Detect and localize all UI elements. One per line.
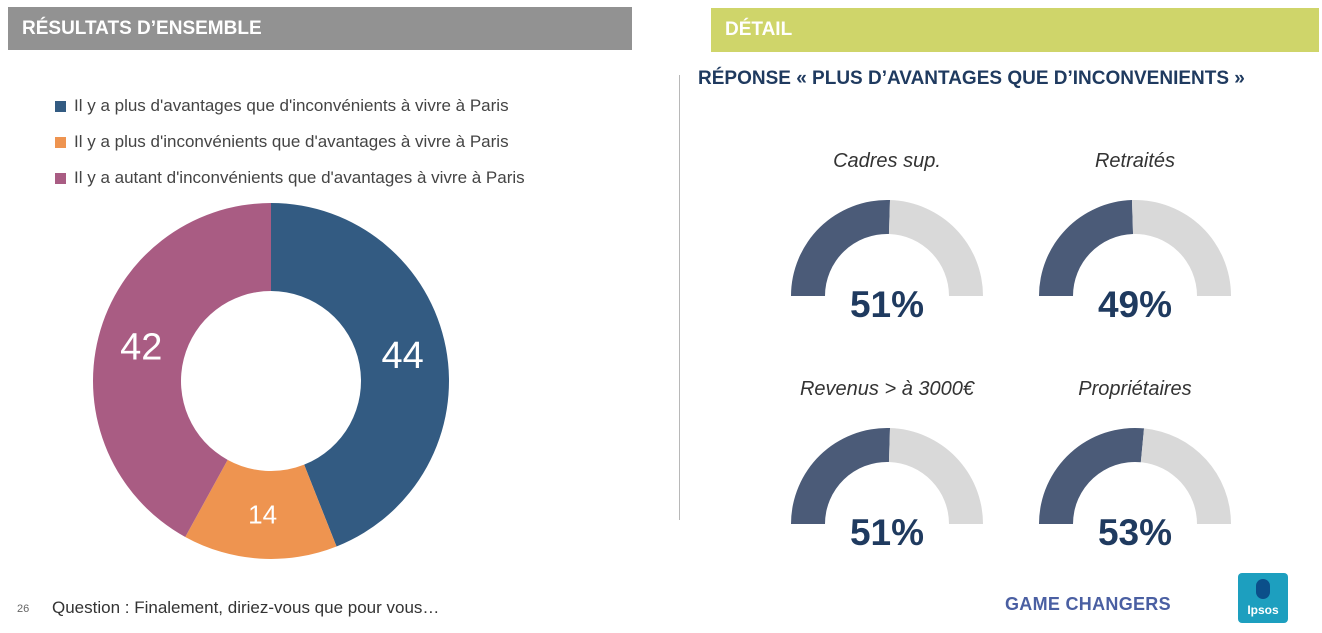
legend-swatch-2 <box>55 172 66 184</box>
legend-swatch-1 <box>55 136 66 148</box>
page-number: 26 <box>17 603 30 615</box>
gauge-remaining-3 <box>1140 428 1231 524</box>
gauge-fill-0 <box>791 200 891 296</box>
gauge-value-1: 49% <box>1097 284 1173 325</box>
donut-chart: 44 14 42 <box>93 203 450 559</box>
gauge-value-3: 53% <box>1097 512 1173 553</box>
game-changers-brand: GAME CHANGERS <box>1005 594 1171 614</box>
gauge-label-0: Cadres sup. <box>833 150 941 172</box>
detail-subtitle: RÉPONSE « PLUS D’AVANTAGES QUE D’INCONVE… <box>698 68 1245 89</box>
gauge-remaining-1 <box>1131 200 1231 296</box>
donut-legend: Il y a plus d'avantages que d'inconvénie… <box>55 88 525 196</box>
gauge-fill-2 <box>791 428 891 524</box>
overall-results-title: RÉSULTATS D’ENSEMBLE <box>22 17 262 39</box>
detail-header: DÉTAIL <box>711 8 1319 52</box>
legend-label-0: Il y a plus d'avantages que d'inconvénie… <box>74 96 509 115</box>
ipsos-logo: Ipsos <box>1238 573 1288 623</box>
gauge-label-2: Revenus > à 3000€ <box>799 378 975 400</box>
ipsos-logo-mark <box>1256 579 1270 599</box>
gauge-remaining-2 <box>888 428 983 524</box>
gauge-arc-3 <box>1039 428 1231 524</box>
donut-slice-0 <box>271 203 450 547</box>
donut-slice-1 <box>185 459 337 559</box>
question-text: Question : Finalement, diriez-vous que p… <box>52 598 440 617</box>
legend-item: Il y a plus d'avantages que d'inconvénie… <box>55 88 525 124</box>
gauge-label-1: Retraités <box>1094 150 1176 172</box>
gauge-value-0: 51% <box>849 284 925 325</box>
legend-item: Il y a plus d'inconvénients que d'avanta… <box>55 124 525 160</box>
legend-item: Il y a autant d'inconvénients que d'avan… <box>55 160 525 196</box>
gauge-value-2: 51% <box>849 512 925 553</box>
gauge-fill-1 <box>1039 200 1134 296</box>
section-divider <box>679 75 680 520</box>
legend-label-2: Il y a autant d'inconvénients que d'avan… <box>74 168 525 187</box>
gauge-proprietaires: Propriétaires 53% <box>1015 378 1255 554</box>
gauge-label-3: Propriétaires <box>1078 378 1192 400</box>
donut-data-label-2: 42 <box>120 327 162 369</box>
ipsos-logo-text: Ipsos <box>1247 603 1279 617</box>
legend-swatch-0 <box>55 100 66 112</box>
gauge-cadres-sup: Cadres sup. 51% <box>767 150 1007 326</box>
gauge-fill-3 <box>1039 428 1145 524</box>
detail-title: DÉTAIL <box>725 19 793 40</box>
gauge-arc-1 <box>1039 200 1231 296</box>
overall-results-header: RÉSULTATS D’ENSEMBLE <box>8 7 632 50</box>
donut-slice-2 <box>93 203 271 537</box>
gauge-remaining-0 <box>888 200 983 296</box>
gauge-arc-2 <box>791 428 983 524</box>
gauge-arc-0 <box>791 200 983 296</box>
gauge-revenus: Revenus > à 3000€ 51% <box>767 378 1007 554</box>
donut-data-label-1: 14 <box>248 500 277 530</box>
legend-label-1: Il y a plus d'inconvénients que d'avanta… <box>74 132 509 151</box>
donut-data-label-0: 44 <box>381 335 423 377</box>
gauge-retraites: Retraités 49% <box>1015 150 1255 326</box>
